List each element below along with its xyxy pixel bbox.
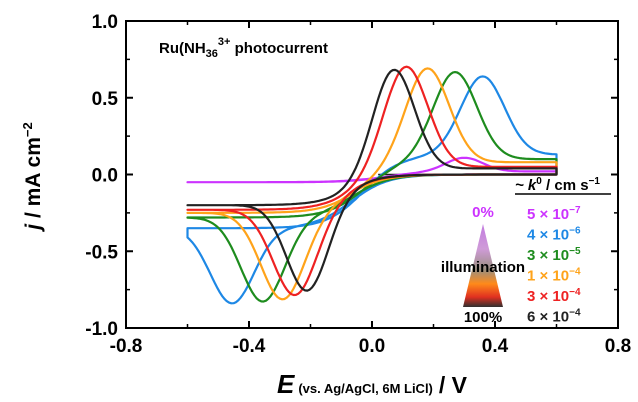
legend-entry: 3 × 10−4: [527, 287, 581, 305]
illumination-top-label: 0%: [472, 204, 494, 221]
series-line-6: [186, 68, 558, 292]
y-tick-labels: 1.0 0.5 0.0 -0.5 -1.0: [85, 12, 118, 340]
legend: 5 × 10−7 4 × 10−6 3 × 10−5 1 × 10−4 3 × 10−4…: [527, 205, 581, 326]
x-tick-label: -0.4: [233, 336, 266, 357]
illumination-gradient-triangle: [463, 224, 503, 307]
y-tick-label: -1.0: [85, 319, 118, 340]
legend-entry: 6 × 10−4: [527, 308, 581, 326]
y-tick-label: 1.0: [92, 12, 118, 33]
x-tick-label: 0.8: [605, 336, 631, 357]
axis-ticks: [125, 20, 619, 329]
legend-entry: 5 × 10−7: [527, 205, 581, 223]
x-tick-labels: -0.8 -0.4 0.0 0.4 0.8: [110, 336, 632, 357]
legend-header: ~ k0 / cm s−1: [515, 176, 600, 194]
x-axis-title: E (vs. Ag/AgCl, 6M LiCl) / V: [277, 369, 468, 399]
y-tick-label: 0.5: [92, 89, 119, 110]
illumination-label: illumination: [441, 259, 525, 276]
chart-title: Ru(NH363+ photocurrent: [159, 36, 328, 60]
y-tick-label: -0.5: [85, 242, 118, 263]
x-tick-label: -0.8: [110, 336, 143, 357]
x-tick-label: 0.0: [359, 336, 385, 357]
illumination-bottom-label: 100%: [464, 309, 502, 326]
y-tick-label: 0.0: [92, 166, 118, 187]
legend-entry: 4 × 10−6: [527, 226, 581, 244]
series-lines: [186, 65, 558, 305]
x-tick-label: 0.4: [482, 336, 509, 357]
legend-entry: 1 × 10−4: [527, 267, 581, 285]
y-axis-title: j / mA cm−2: [20, 122, 45, 232]
legend-entry: 3 × 10−5: [527, 246, 581, 264]
